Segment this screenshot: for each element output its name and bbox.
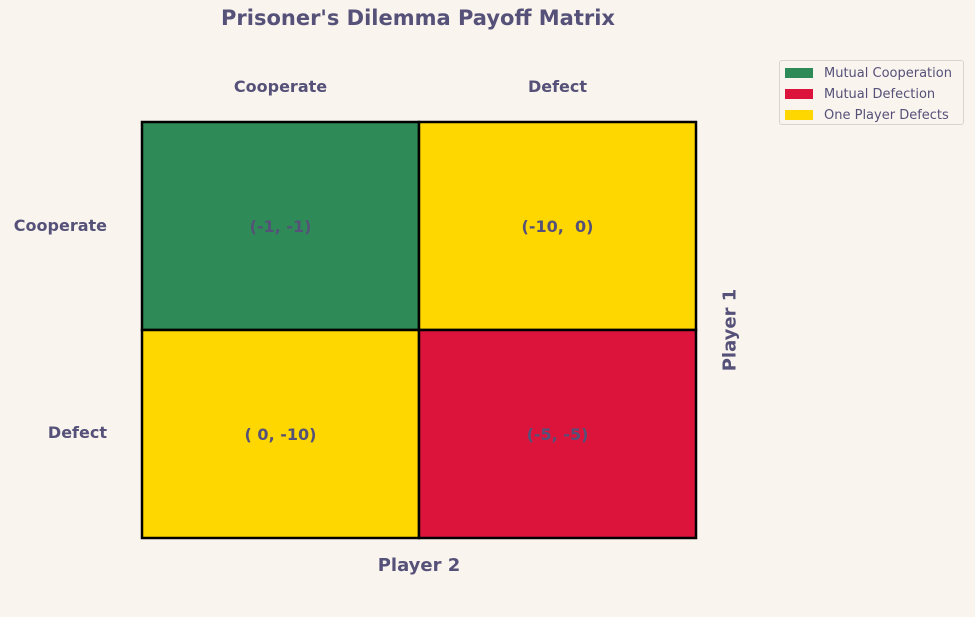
row-label-cooperate: Cooperate xyxy=(13,216,107,235)
matrix-cell xyxy=(417,328,698,540)
legend-item-one-player-defects: One Player Defects xyxy=(785,107,949,123)
legend-item-mutual-defection: Mutual Defection xyxy=(785,86,935,102)
cell-payoff-label: ( 0, -10) xyxy=(245,425,317,444)
column-label-defect: Defect xyxy=(527,77,588,96)
column-label-cooperate: Cooperate xyxy=(233,77,328,96)
x-axis-label: Player 2 xyxy=(377,555,461,576)
row-label-defect: Defect xyxy=(47,423,107,442)
legend-swatch xyxy=(785,68,813,78)
cell-payoff-label: (-5, -5) xyxy=(527,425,589,444)
legend-label: Mutual Cooperation xyxy=(824,65,952,81)
y-axis-label: Player 1 xyxy=(719,288,741,372)
legend-swatch xyxy=(785,110,813,120)
matrix-cell xyxy=(140,328,421,540)
matrix-cell xyxy=(417,120,698,332)
legend-swatch xyxy=(785,89,813,99)
legend-item-mutual-cooperation: Mutual Cooperation xyxy=(785,65,952,81)
chart-title: Prisoner's Dilemma Payoff Matrix xyxy=(221,6,615,30)
cell-payoff-label: (-1, -1) xyxy=(250,217,312,236)
legend: Mutual Cooperation Mutual Defection One … xyxy=(779,60,964,125)
legend-label: One Player Defects xyxy=(824,107,949,123)
cell-payoff-label: (-10, 0) xyxy=(522,217,594,236)
legend-label: Mutual Defection xyxy=(824,86,936,102)
